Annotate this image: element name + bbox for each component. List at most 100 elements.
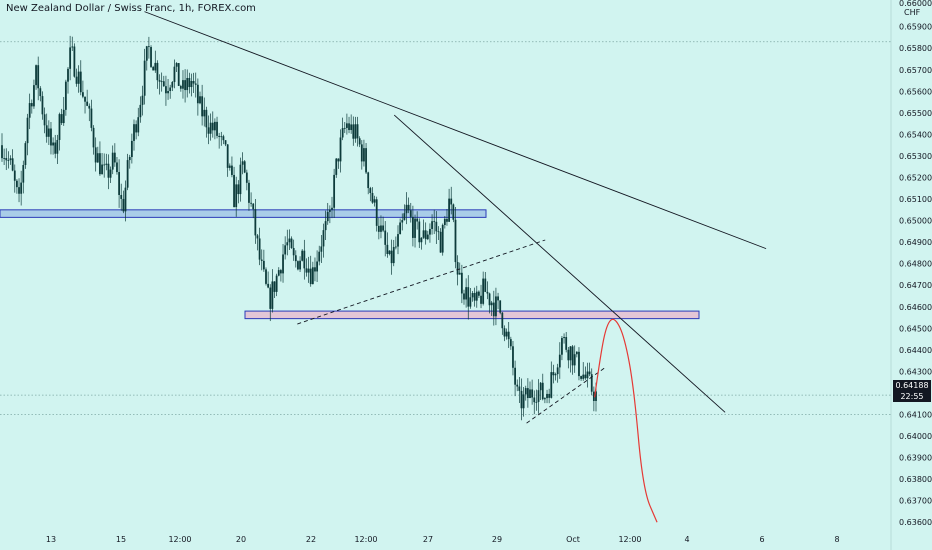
candle-body xyxy=(171,82,174,88)
candle-body xyxy=(90,108,93,128)
candle-body xyxy=(77,71,80,84)
candle-body xyxy=(429,228,431,235)
candle-body xyxy=(467,287,470,307)
candle-body xyxy=(37,65,40,89)
candle-body xyxy=(399,222,402,235)
y-tick-label: 0.65600 xyxy=(899,87,932,96)
candle-body xyxy=(401,220,404,223)
candle-body xyxy=(73,46,76,77)
candle-body xyxy=(544,398,546,400)
candle-body xyxy=(480,295,482,304)
candle-body xyxy=(518,386,521,391)
candle-body xyxy=(277,270,280,276)
bar-countdown: 22:55 xyxy=(900,392,924,401)
candle-body xyxy=(47,128,50,137)
candle-body xyxy=(343,127,346,129)
candle-body xyxy=(582,374,585,379)
y-tick-label: 0.63900 xyxy=(899,454,932,463)
candle-body xyxy=(348,123,350,131)
candle-body xyxy=(392,247,395,264)
candle-body xyxy=(250,202,252,204)
candle-body xyxy=(273,281,276,292)
candle-body xyxy=(167,91,169,94)
candle-body xyxy=(475,291,478,301)
candle-body xyxy=(386,244,389,254)
x-tick-label: 29 xyxy=(492,535,502,544)
candle-body xyxy=(418,221,421,243)
dashed-trendline xyxy=(297,239,546,325)
candle-body xyxy=(339,137,342,162)
candle-body xyxy=(209,122,212,134)
trendlines xyxy=(144,11,767,424)
candle-body xyxy=(43,114,46,126)
candle-body xyxy=(282,254,284,274)
candle-body xyxy=(563,337,565,339)
candle-body xyxy=(460,272,463,294)
candle-body xyxy=(35,65,37,86)
candle-body xyxy=(371,192,374,203)
candle-body xyxy=(214,121,216,131)
candle-body xyxy=(152,66,155,71)
candle-body xyxy=(388,250,391,254)
candle-body xyxy=(252,203,255,210)
candle-body xyxy=(590,374,593,392)
candle-body xyxy=(224,140,227,145)
candle-body xyxy=(262,260,265,270)
candle-body xyxy=(394,246,397,248)
candle-body xyxy=(384,230,387,245)
candle-body xyxy=(288,238,291,243)
candle-body xyxy=(541,382,544,400)
y-tick-label: 0.64600 xyxy=(899,303,932,312)
candle-body xyxy=(84,96,86,102)
candle-body xyxy=(326,211,329,222)
candle-body xyxy=(105,163,108,165)
candle-body xyxy=(245,172,248,183)
candle-body xyxy=(203,109,206,117)
candle-body xyxy=(173,66,176,83)
candle-body xyxy=(403,213,406,221)
candle-body xyxy=(280,270,282,274)
candle-body xyxy=(377,225,380,232)
x-tick-label: 12:00 xyxy=(354,535,377,544)
support-zone xyxy=(0,209,487,218)
candle-body xyxy=(443,218,446,225)
candle-body xyxy=(248,182,250,203)
candle-body xyxy=(595,391,597,401)
y-tick-label: 0.65300 xyxy=(899,152,932,161)
candle-body xyxy=(256,235,259,239)
x-tick-label: 6 xyxy=(759,535,764,544)
x-tick-label: 20 xyxy=(236,535,246,544)
candle-body xyxy=(586,371,589,379)
candle-body xyxy=(33,85,35,107)
candle-body xyxy=(473,293,476,301)
time-axis: 13 15 12:00 20 22 12:00 27 29 Oct 12:00 4 6 8 xyxy=(46,535,840,544)
candle-body xyxy=(109,169,112,178)
candle-body xyxy=(92,127,95,148)
candle-body xyxy=(182,80,184,89)
candle-body xyxy=(71,46,74,48)
candle-body xyxy=(350,124,353,131)
y-tick-label: 0.65200 xyxy=(899,174,932,183)
candle-body xyxy=(482,278,485,304)
x-tick-label: 4 xyxy=(684,535,689,544)
candle-body xyxy=(414,218,416,238)
candle-body xyxy=(492,302,495,317)
trendline xyxy=(393,114,726,413)
candle-body xyxy=(375,199,378,226)
candle-body xyxy=(67,68,69,82)
candle-body xyxy=(158,80,161,82)
candle-body xyxy=(380,225,382,232)
candle-body xyxy=(478,291,480,296)
candle-body xyxy=(490,302,493,306)
x-tick-label: 12:00 xyxy=(618,535,641,544)
candle-body xyxy=(297,261,299,270)
candle-body xyxy=(62,109,65,124)
candle-body xyxy=(324,221,327,231)
candle-body xyxy=(522,394,525,409)
candle-body xyxy=(107,163,110,178)
candle-body xyxy=(22,164,25,183)
candle-body xyxy=(337,158,340,162)
candle-body xyxy=(346,123,348,128)
candle-body xyxy=(75,76,78,84)
